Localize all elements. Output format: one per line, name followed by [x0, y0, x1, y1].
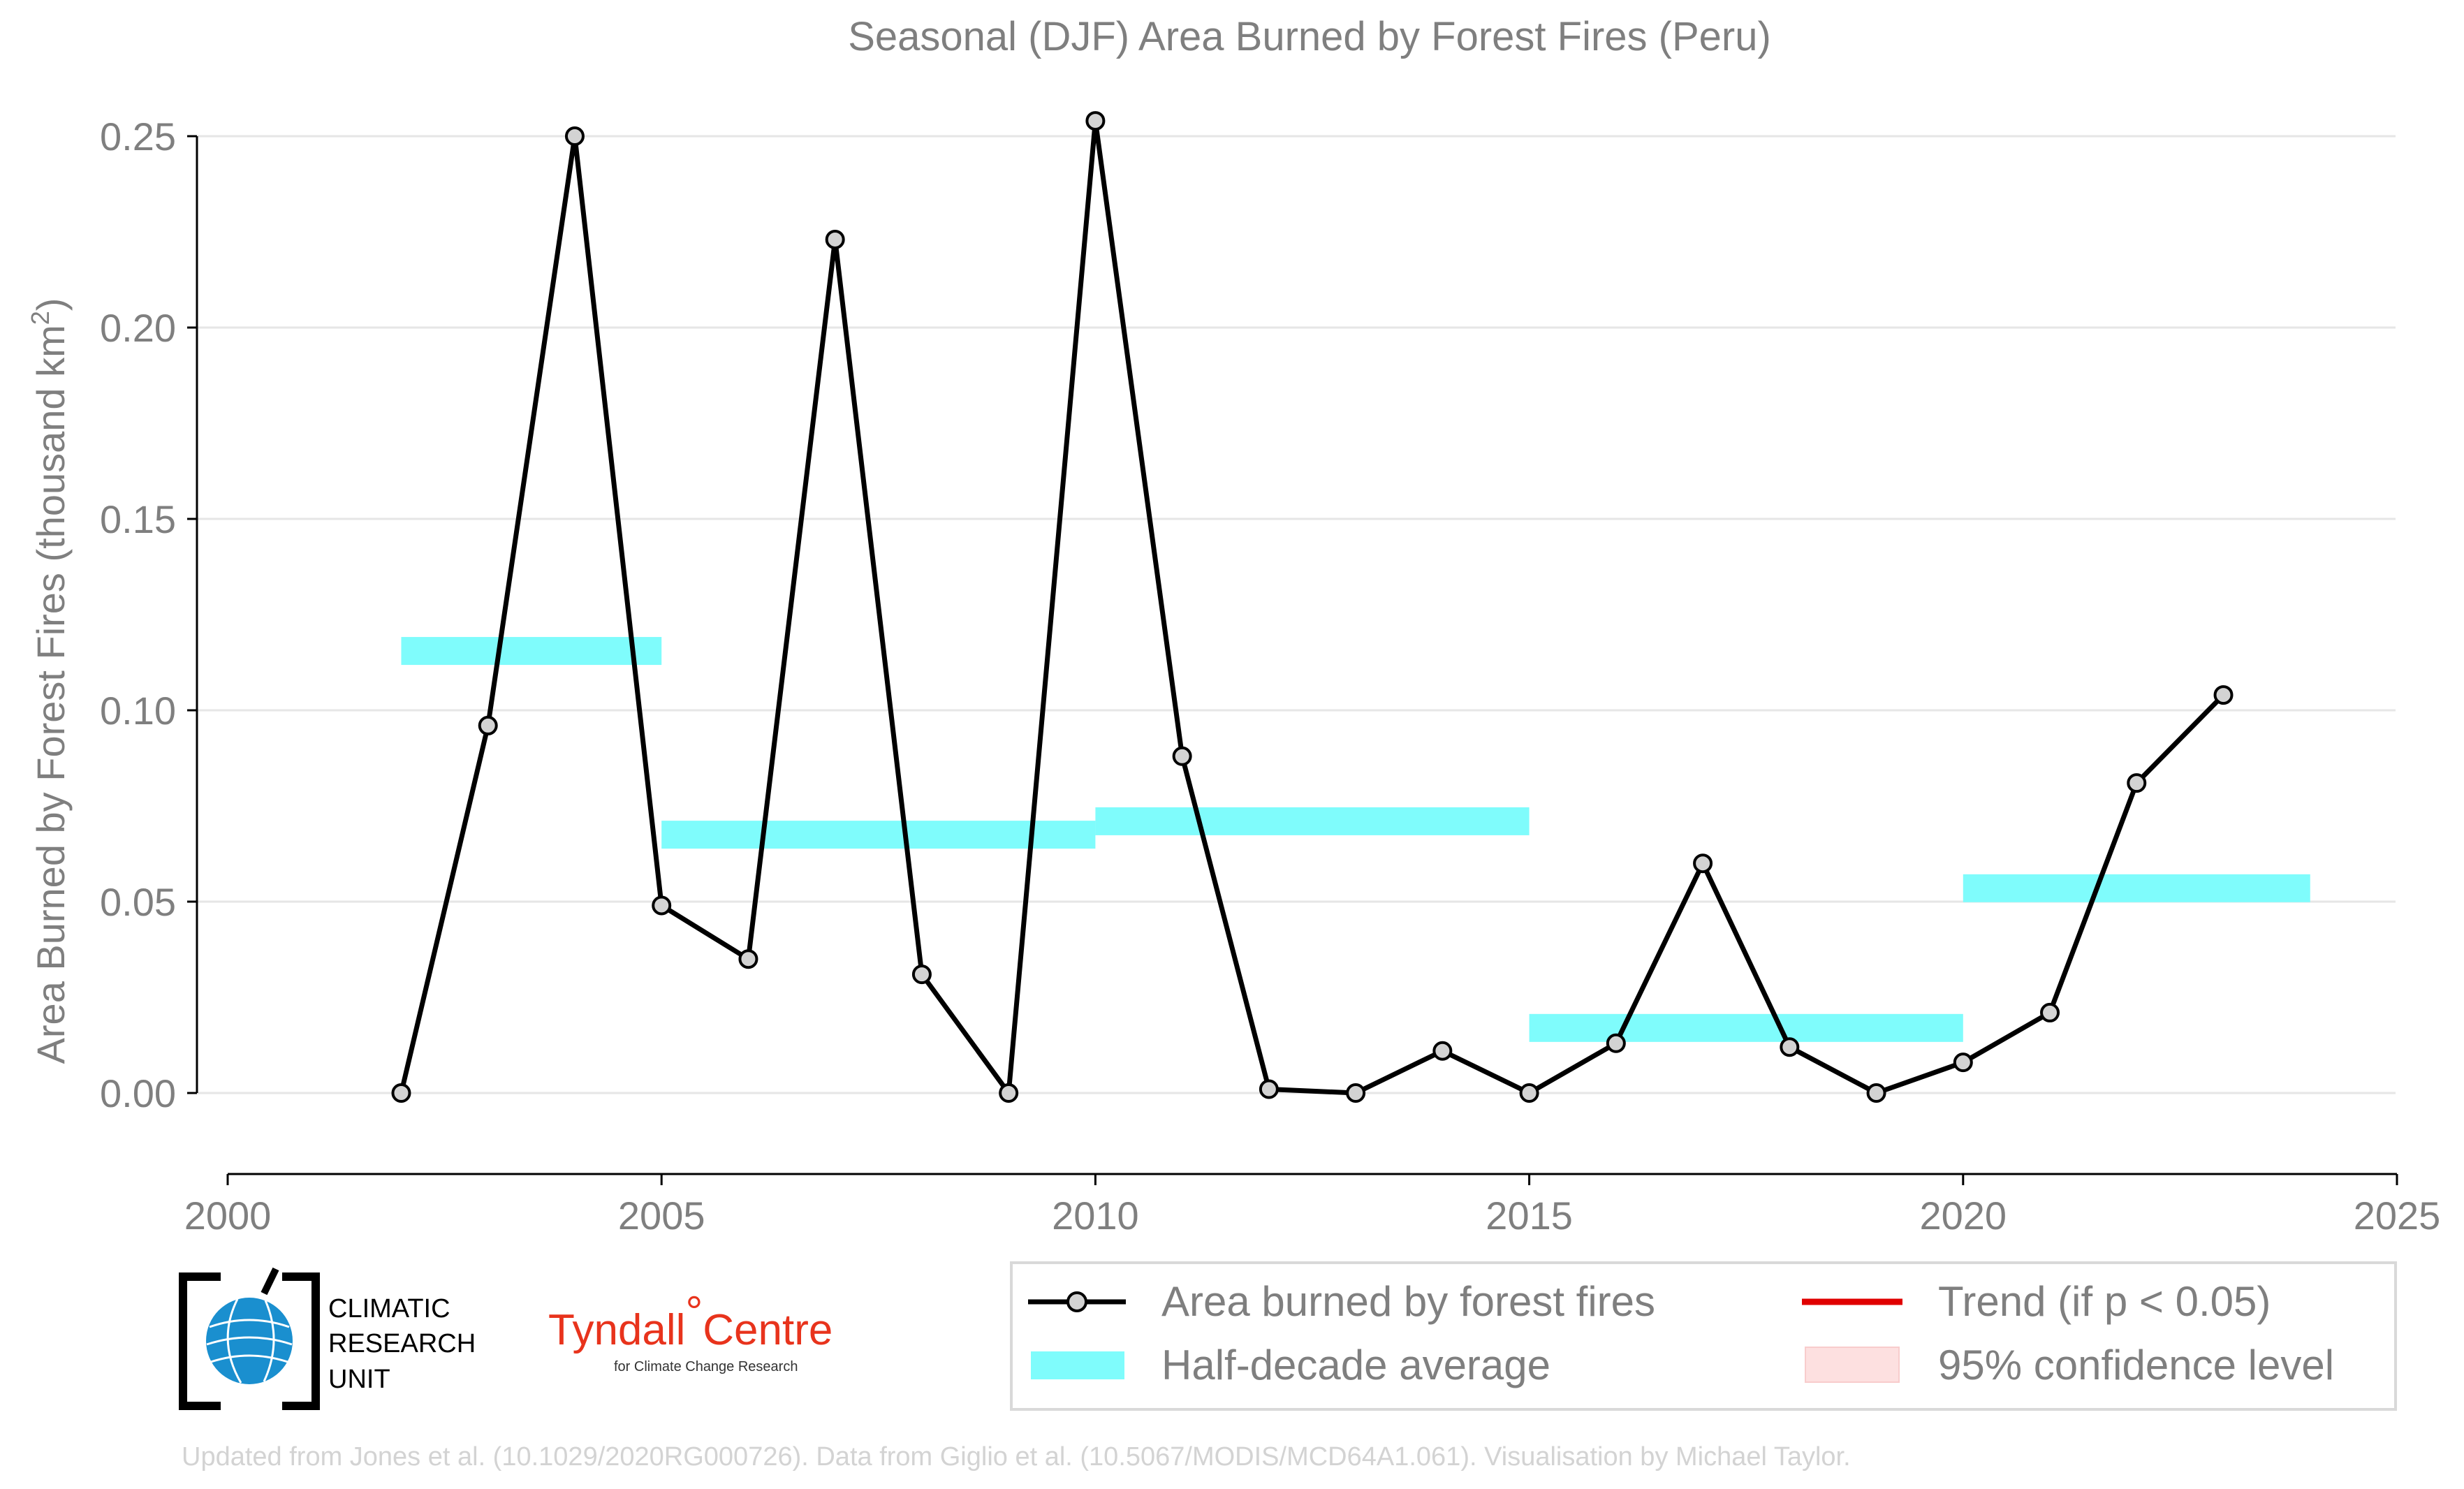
- tyndall-logo-subtitle: for Climate Change Research: [614, 1359, 798, 1374]
- data-point: [2040, 1002, 2060, 1022]
- gridlines: [197, 135, 2396, 1094]
- data-point: [1346, 1083, 1366, 1103]
- x-tick-label: 2010: [1052, 1194, 1139, 1238]
- x-tick-label: 2000: [184, 1194, 272, 1238]
- y-tick-label: 0.25: [100, 115, 176, 159]
- data-point: [1693, 853, 1713, 874]
- y-tick-label: 0.00: [100, 1071, 176, 1115]
- data-point: [1866, 1083, 1886, 1103]
- data-point: [2213, 685, 2234, 705]
- data-point: [1780, 1037, 1800, 1057]
- x-tick-label: 2005: [618, 1194, 705, 1238]
- data-point: [2127, 773, 2147, 793]
- legend-label-trend: Trend (if p < 0.05): [1938, 1278, 2271, 1325]
- half-decade-bar: [1095, 807, 1530, 835]
- data-point: [1953, 1052, 1973, 1073]
- data-point: [564, 126, 585, 146]
- x-tick-label: 2015: [1486, 1194, 1573, 1238]
- data-point: [1085, 111, 1106, 131]
- half-decade-bar: [1529, 1013, 1963, 1042]
- data-point: [1172, 746, 1192, 766]
- data-point: [1606, 1033, 1626, 1053]
- data-point: [391, 1083, 411, 1103]
- data-point: [1432, 1041, 1453, 1061]
- data-point: [652, 895, 672, 916]
- half-decade-bar: [401, 637, 662, 666]
- cru-logo-line1: CLIMATIC: [328, 1294, 450, 1323]
- data-point: [738, 949, 758, 969]
- y-tick-label: 0.20: [100, 306, 176, 350]
- legend-swatch-half-decade: [1031, 1351, 1124, 1379]
- series-line: [399, 118, 2226, 1096]
- legend-entry-half-decade: Half-decade average: [1031, 1342, 1550, 1388]
- cru-logo: CLIMATIC RESEARCH UNIT: [179, 1267, 476, 1410]
- data-point: [1259, 1079, 1279, 1099]
- data-point: [825, 229, 845, 249]
- x-tick-label: 2020: [1920, 1194, 2007, 1238]
- data-point: [1519, 1083, 1539, 1103]
- cru-logo-bracket-right: [282, 1272, 320, 1410]
- half-decade-bar: [661, 821, 1096, 849]
- series-area-burned: [391, 111, 2234, 1103]
- legend: Area burned by forest fires Trend (if p …: [1010, 1261, 2397, 1411]
- legend-box: [1010, 1261, 2397, 1411]
- data-point: [999, 1083, 1019, 1103]
- legend-label-area-burned: Area burned by forest fires: [1161, 1278, 1655, 1325]
- y-axis-label: Area Burned by Forest Fires (thousand km…: [26, 298, 73, 1064]
- legend-marker-area-burned: [1066, 1291, 1087, 1312]
- data-point: [478, 715, 498, 735]
- cru-logo-line2: RESEARCH: [328, 1329, 476, 1358]
- legend-label-half-decade: Half-decade average: [1161, 1342, 1550, 1388]
- legend-entry-area-burned: Area burned by forest fires: [1028, 1278, 1655, 1325]
- x-axis-ticks: 2000 2005 2010 2015 2020 2025: [184, 1174, 2441, 1238]
- data-point: [911, 964, 932, 985]
- tyndall-logo: Tyndall°Centre for Climate Change Resear…: [548, 1288, 833, 1374]
- cru-logo-slash: [261, 1267, 279, 1296]
- chart-title: Seasonal (DJF) Area Burned by Forest Fir…: [848, 14, 1771, 59]
- legend-label-confidence: 95% confidence level: [1938, 1342, 2334, 1388]
- cru-logo-line3: UNIT: [328, 1365, 390, 1394]
- x-tick-label: 2025: [2354, 1194, 2441, 1238]
- y-tick-label: 0.10: [100, 689, 176, 733]
- y-axis-ticks: 0.00 0.05 0.10 0.15 0.20 0.25: [100, 115, 197, 1115]
- footer-credit: Updated from Jones et al. (10.1029/2020R…: [182, 1442, 1851, 1472]
- legend-entry-trend: Trend (if p < 0.05): [1802, 1278, 2271, 1325]
- y-axis-label-superscript: 2: [26, 311, 54, 325]
- tyndall-logo-main: Tyndall°Centre: [548, 1288, 833, 1354]
- y-tick-label: 0.15: [100, 497, 176, 541]
- globe-icon: [206, 1298, 293, 1384]
- half-decade-bar: [1963, 874, 2310, 902]
- cru-logo-bracket-left: [179, 1272, 221, 1410]
- legend-swatch-confidence: [1805, 1347, 1900, 1383]
- y-tick-label: 0.05: [100, 880, 176, 924]
- half-decade-average-bars: [401, 637, 2310, 1042]
- legend-entry-confidence: 95% confidence level: [1805, 1342, 2334, 1388]
